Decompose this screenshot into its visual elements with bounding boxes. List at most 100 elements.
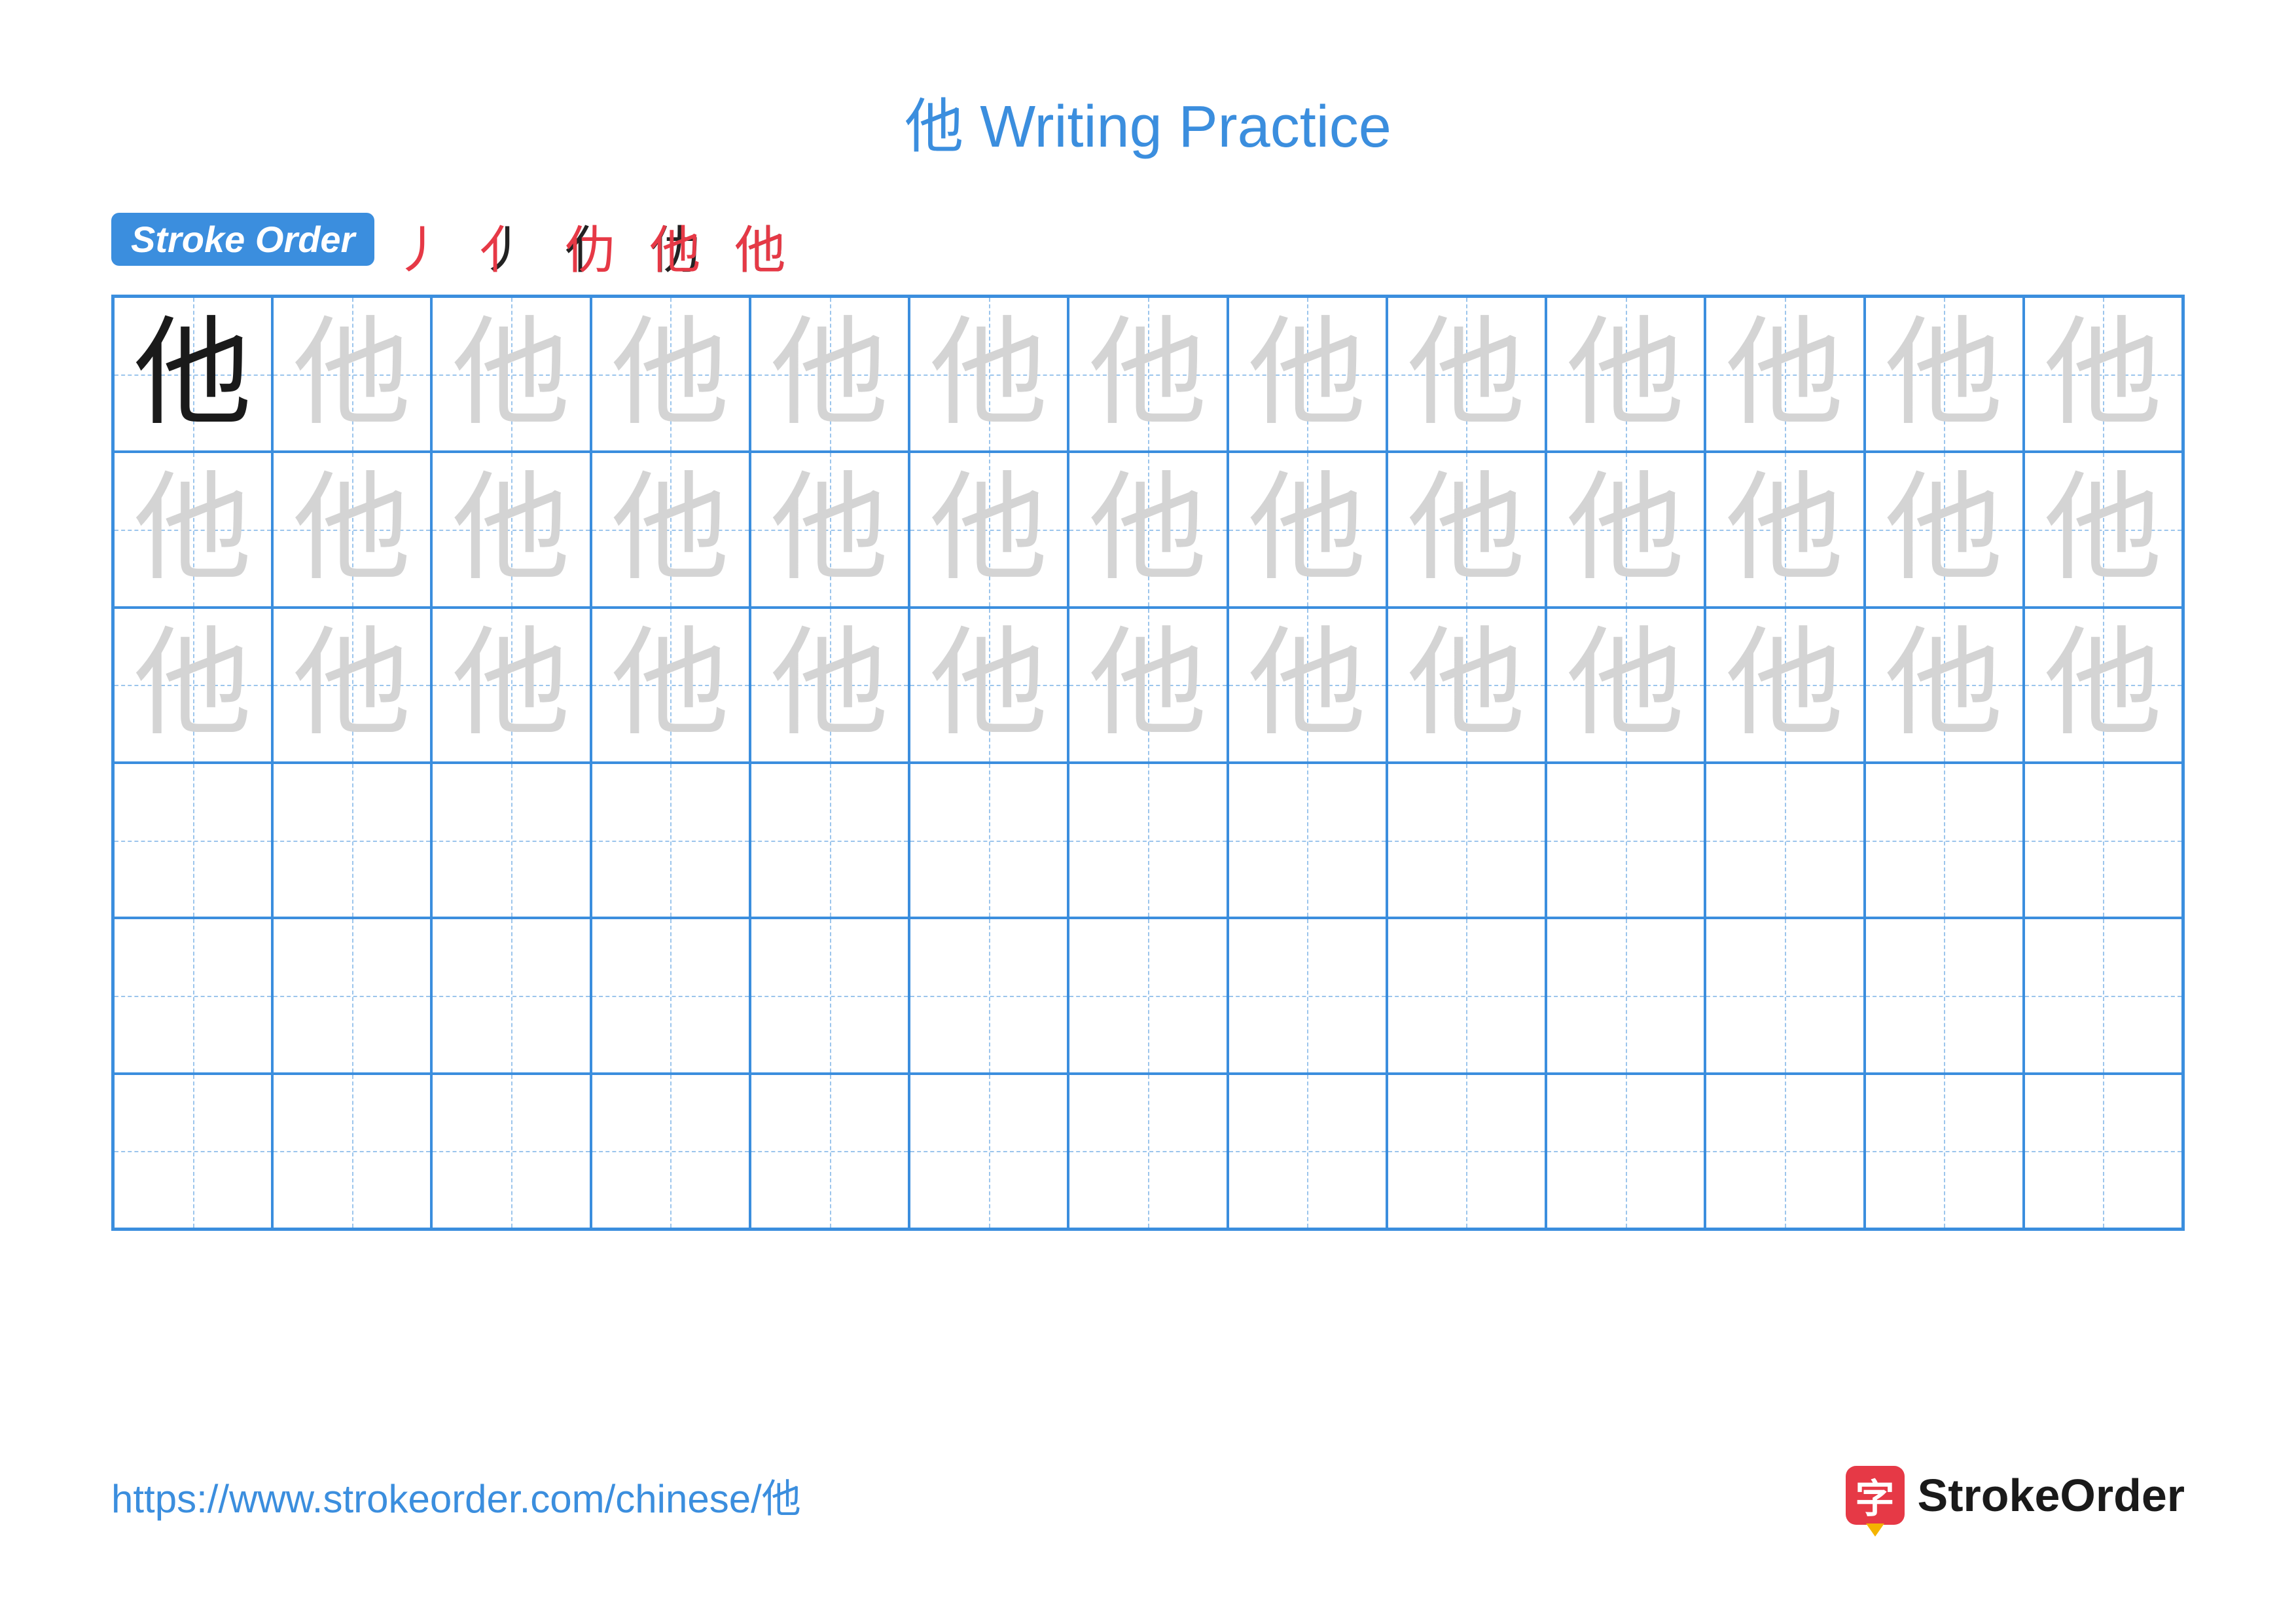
grid-cell	[1068, 918, 1227, 1073]
grid-cell: 他	[1865, 297, 2024, 452]
grid-cell	[1865, 763, 2024, 918]
grid-cell	[591, 918, 750, 1073]
practice-character: 他	[134, 626, 252, 744]
grid-cell: 他	[1387, 608, 1546, 763]
stroke-order-header: Stroke Order 丿 丿亻 亻仂 仂他 他他	[111, 210, 2185, 268]
grid-cell	[1865, 918, 2024, 1073]
grid-cell	[1705, 1074, 1864, 1229]
grid-cell: 他	[1387, 297, 1546, 452]
practice-character: 他	[611, 316, 729, 433]
practice-character: 他	[930, 471, 1048, 589]
practice-character: 他	[1726, 471, 1844, 589]
practice-character: 他	[293, 626, 411, 744]
grid-cell: 他	[431, 608, 590, 763]
grid-cell: 他	[750, 608, 909, 763]
grid-cell	[1705, 763, 1864, 918]
grid-cell	[909, 918, 1068, 1073]
grid-cell	[591, 1074, 750, 1229]
practice-character: 他	[134, 471, 252, 589]
grid-cell: 他	[1705, 608, 1864, 763]
grid-cell: 他	[113, 608, 272, 763]
grid-cell: 他	[909, 297, 1068, 452]
practice-character: 他	[771, 626, 889, 744]
grid-cell	[1865, 1074, 2024, 1229]
practice-character: 他	[1407, 316, 1525, 433]
stroke-step-1: 丿	[394, 210, 453, 268]
practice-character: 他	[1248, 471, 1366, 589]
grid-cell: 他	[113, 452, 272, 607]
grid-cell: 他	[1228, 608, 1387, 763]
grid-cell	[431, 918, 590, 1073]
practice-character: 他	[452, 626, 570, 744]
grid-cell	[909, 763, 1068, 918]
brand: 字 StrokeOrder	[1846, 1466, 2185, 1525]
practice-character: 他	[771, 316, 889, 433]
grid-cell: 他	[1865, 608, 2024, 763]
practice-character: 他	[1726, 626, 1844, 744]
grid-cell: 他	[1228, 452, 1387, 607]
grid-cell	[113, 1074, 272, 1229]
grid-cell: 他	[591, 297, 750, 452]
practice-character: 他	[1885, 626, 2003, 744]
grid-cell	[272, 763, 431, 918]
grid-cell	[1228, 918, 1387, 1073]
grid-cell: 他	[750, 297, 909, 452]
stroke-step-3: 亻仂	[564, 210, 623, 268]
grid-cell: 他	[1228, 297, 1387, 452]
grid-cell: 他	[272, 297, 431, 452]
grid-cell: 他	[2024, 297, 2183, 452]
practice-character: 他	[293, 316, 411, 433]
grid-cell: 他	[113, 297, 272, 452]
practice-character: 他	[293, 471, 411, 589]
grid-cell: 他	[1546, 297, 1705, 452]
grid-cell: 他	[431, 452, 590, 607]
grid-cell	[113, 763, 272, 918]
grid-cell	[750, 1074, 909, 1229]
practice-character: 他	[1248, 316, 1366, 433]
grid-cell	[1387, 763, 1546, 918]
grid-cell	[750, 918, 909, 1073]
grid-cell	[1387, 1074, 1546, 1229]
grid-cell: 他	[1387, 452, 1546, 607]
grid-cell	[1546, 763, 1705, 918]
grid-cell	[113, 918, 272, 1073]
practice-grid: 他他他他他他他他他他他他他他他他他他他他他他他他他他他他他他他他他他他他他他他	[111, 295, 2185, 1231]
grid-cell	[909, 1074, 1068, 1229]
grid-cell: 他	[1068, 297, 1227, 452]
grid-cell	[1387, 918, 1546, 1073]
grid-cell	[1228, 1074, 1387, 1229]
grid-cell: 他	[1705, 297, 1864, 452]
brand-name: StrokeOrder	[1918, 1469, 2185, 1522]
practice-character: 他	[1726, 316, 1844, 433]
grid-cell: 他	[1705, 452, 1864, 607]
grid-cell	[272, 1074, 431, 1229]
practice-character: 他	[1567, 626, 1685, 744]
practice-character: 他	[134, 316, 252, 433]
grid-cell	[431, 1074, 590, 1229]
stroke-step-4: 仂他	[649, 210, 708, 268]
practice-character: 他	[1567, 316, 1685, 433]
footer: https://www.strokeorder.com/chinese/他 字 …	[111, 1466, 2185, 1525]
grid-cell: 他	[2024, 452, 2183, 607]
grid-cell	[2024, 763, 2183, 918]
grid-cell: 他	[750, 452, 909, 607]
practice-character: 他	[930, 626, 1048, 744]
grid-cell: 他	[1865, 452, 2024, 607]
grid-cell: 他	[591, 452, 750, 607]
practice-character: 他	[1567, 471, 1685, 589]
practice-character: 他	[611, 626, 729, 744]
grid-cell: 他	[591, 608, 750, 763]
practice-character: 他	[1885, 471, 2003, 589]
grid-cell: 他	[272, 452, 431, 607]
stroke-step-2: 丿亻	[479, 210, 538, 268]
grid-cell: 他	[1068, 452, 1227, 607]
practice-character: 他	[611, 471, 729, 589]
practice-character: 他	[1089, 316, 1207, 433]
grid-cell: 他	[1068, 608, 1227, 763]
practice-character: 他	[771, 471, 889, 589]
practice-character: 他	[1089, 471, 1207, 589]
grid-cell: 他	[1546, 452, 1705, 607]
practice-character: 他	[1248, 626, 1366, 744]
grid-cell: 他	[272, 608, 431, 763]
stroke-order-badge: Stroke Order	[111, 213, 374, 266]
